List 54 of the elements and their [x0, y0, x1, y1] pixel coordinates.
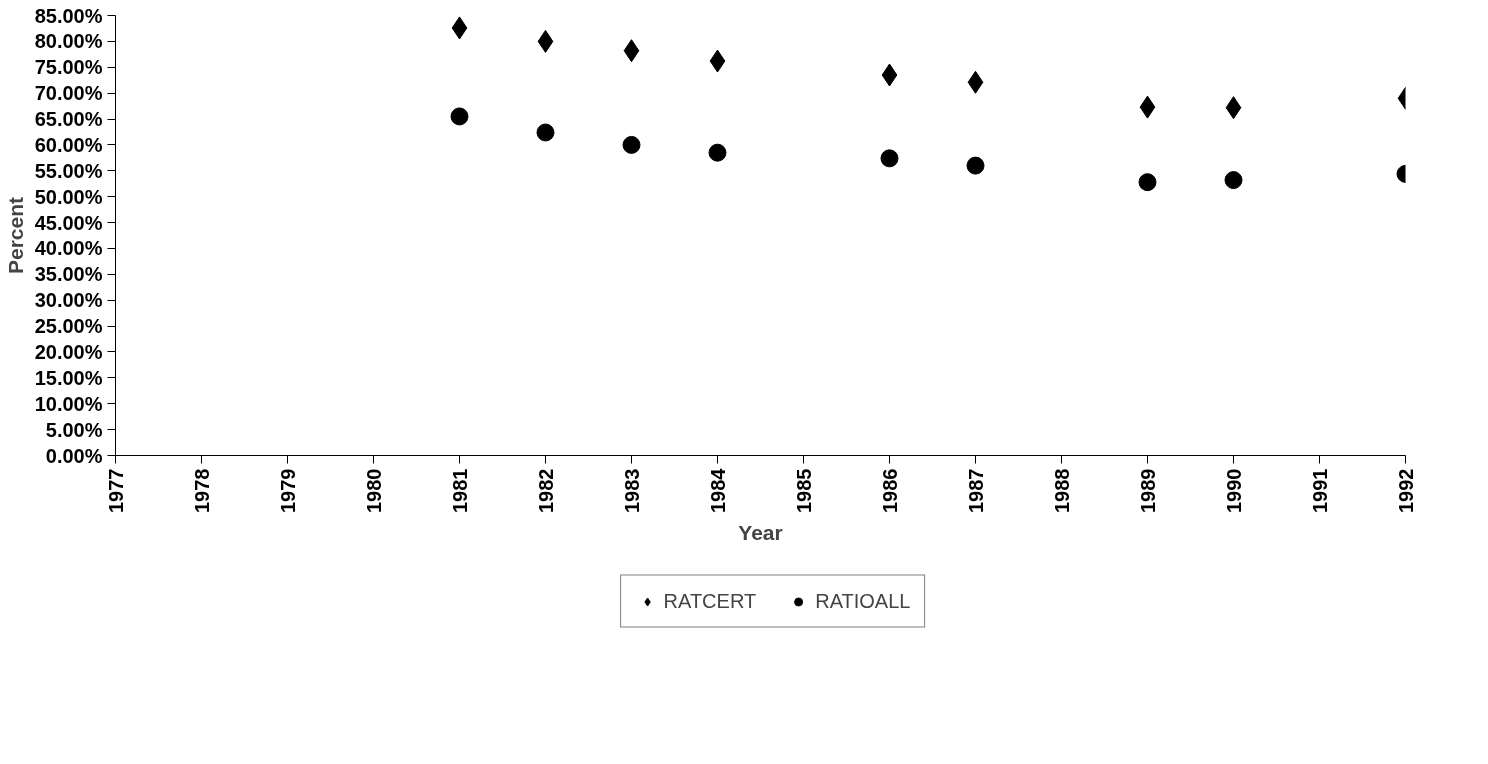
x-tick-label: 1982	[534, 468, 557, 513]
y-tick-label: 50.00%	[34, 185, 103, 208]
point	[451, 16, 468, 40]
point	[881, 63, 898, 87]
y-tick-label: 40.00%	[34, 237, 103, 260]
point	[966, 156, 985, 175]
y-tick-label: 60.00%	[34, 133, 103, 156]
x-tick-label: 1984	[706, 467, 729, 513]
y-tick-label: 10.00%	[34, 392, 103, 415]
point	[536, 123, 555, 142]
y-tick-label: 85.00%	[34, 4, 103, 27]
y-tick-label: 55.00%	[34, 159, 103, 182]
point	[880, 149, 899, 168]
x-tick-label: 1992	[1394, 468, 1417, 513]
y-tick-label: 35.00%	[34, 263, 103, 286]
point	[623, 39, 640, 63]
legend-label: RATCERT	[663, 589, 757, 613]
point	[622, 135, 641, 154]
x-tick-label: 1978	[190, 468, 213, 513]
y-tick-label: 15.00%	[34, 366, 103, 389]
y-tick-label: 0.00%	[45, 444, 103, 467]
x-axis-title: Year	[738, 520, 783, 544]
x-tick-label: 1983	[620, 468, 643, 513]
y-tick-label: 65.00%	[34, 108, 103, 131]
point	[537, 29, 554, 53]
y-tick-label: 75.00%	[34, 56, 103, 79]
x-tick-label: 1988	[1050, 468, 1073, 513]
point	[1138, 173, 1157, 192]
point	[709, 49, 726, 73]
x-tick-label: 1986	[878, 468, 901, 513]
x-tick-label: 1979	[276, 468, 299, 513]
x-tick-label: 1981	[448, 468, 471, 513]
point	[967, 70, 984, 94]
point	[1139, 95, 1156, 119]
y-tick-label: 80.00%	[34, 30, 103, 53]
y-tick-label: 25.00%	[34, 315, 103, 338]
x-tick-label: 1989	[1136, 468, 1159, 513]
point	[1224, 171, 1243, 190]
y-tick-label: 5.00%	[45, 418, 103, 441]
point	[450, 107, 469, 126]
x-tick-label: 1991	[1308, 468, 1331, 513]
x-tick-label: 1990	[1222, 468, 1245, 513]
legend-label: RATIOALL	[815, 589, 911, 613]
x-tick-label: 1977	[104, 468, 127, 513]
y-tick-label: 30.00%	[34, 289, 103, 312]
x-tick-label: 1980	[362, 468, 385, 513]
y-tick-label: 45.00%	[34, 211, 103, 234]
x-tick-label: 1985	[792, 468, 815, 513]
y-axis-title: Percent	[3, 196, 27, 275]
x-tick-label: 1987	[964, 468, 987, 513]
y-tick-label: 70.00%	[34, 82, 103, 105]
y-tick-label: 20.00%	[34, 340, 103, 363]
point	[1225, 96, 1242, 120]
point	[708, 143, 727, 162]
